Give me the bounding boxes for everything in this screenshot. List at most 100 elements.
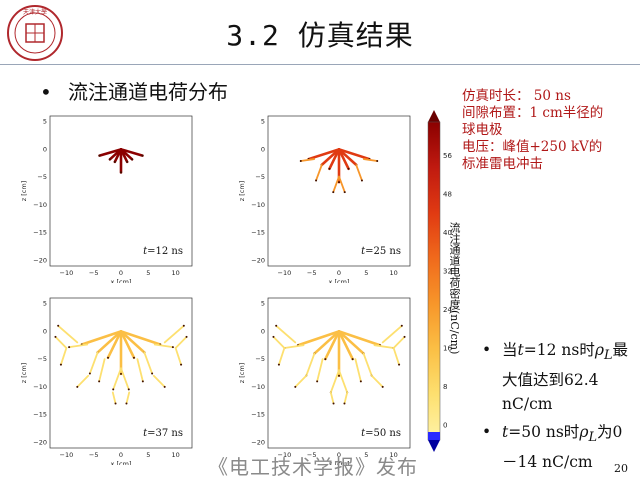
streamer-tip — [112, 388, 115, 391]
streamer-branch — [152, 374, 166, 388]
streamer-branch — [60, 347, 68, 366]
x-axis-label: x [cm] — [329, 460, 350, 465]
streamer-tip — [351, 358, 354, 361]
streamer-tip — [88, 372, 91, 375]
streamer-tip — [381, 385, 384, 388]
x-tick-label: 0 — [337, 451, 341, 459]
streamer-branch — [174, 335, 188, 349]
x-tick-label: 0 — [337, 269, 341, 277]
z-tick-label: −15 — [251, 229, 265, 237]
streamer-branch — [337, 148, 371, 161]
z-axis-label: z [cm] — [238, 181, 246, 201]
streamer-branch — [338, 175, 346, 194]
streamer-branch — [111, 391, 117, 405]
plot-frame — [49, 115, 193, 267]
panel-plot: −10 −5 0 5 10 5 0 −5 −10 −15 −20 x [cm] z [cm] — [20, 115, 193, 286]
streamer-tip — [343, 191, 346, 194]
x-tick-label: −5 — [307, 451, 317, 459]
plot-frame — [267, 115, 411, 267]
streamer-tip — [299, 160, 302, 162]
z-axis-label: z [cm] — [20, 363, 28, 383]
colorbar-tick-label: 8 — [443, 383, 447, 391]
colorbar-bottom-arrow — [428, 440, 440, 452]
info-duration: 仿真时长： 50 ns — [462, 88, 571, 104]
streamer-branch — [80, 330, 123, 346]
x-tick-label: 5 — [364, 269, 368, 277]
streamer-tip — [98, 380, 101, 383]
streamer-branch — [337, 330, 365, 355]
colorbar-low-band — [428, 432, 440, 440]
z-tick-label: 5 — [43, 118, 47, 126]
streamer-branch — [296, 330, 341, 347]
colorbar-tick-label: 48 — [443, 191, 452, 199]
page-number: 20 — [614, 462, 628, 475]
colorbar-tick-label: 56 — [443, 152, 452, 160]
streamer-tip — [294, 385, 297, 388]
streamer-branch — [337, 330, 382, 347]
x-tick-label: 10 — [389, 269, 397, 277]
streamer-tip — [127, 388, 130, 391]
streamer-branch — [305, 352, 316, 377]
streamer-branch — [98, 358, 106, 383]
streamer-branch — [328, 148, 341, 171]
info-impulse: 标准雷电冲击 — [462, 156, 543, 172]
z-tick-label: −10 — [33, 201, 47, 209]
streamer-tip — [403, 335, 406, 338]
streamer-branch — [119, 330, 146, 354]
streamer-tip — [163, 385, 166, 388]
streamer-branch — [392, 335, 406, 349]
z-tick-label: −15 — [251, 411, 265, 419]
streamer-tip — [182, 324, 185, 327]
z-tick-label: −20 — [33, 256, 47, 264]
colorbar-tick-label: 24 — [443, 306, 452, 314]
result-notes: 当t=12 ns时ρL最大值达到62.4 nC/cm t=50 ns时ρL为0－… — [476, 338, 636, 474]
x-tick-label: 5 — [364, 451, 368, 459]
z-tick-label: −20 — [251, 438, 265, 446]
streamer-tip — [114, 402, 117, 405]
streamer-branch — [136, 358, 144, 383]
streamer-tip — [343, 402, 346, 405]
x-tick-label: 5 — [146, 269, 150, 277]
z-tick-label: 0 — [261, 145, 265, 153]
streamer-tip — [120, 171, 122, 174]
streamer-tip — [108, 158, 111, 161]
streamer-branch — [329, 391, 335, 405]
streamer-branch — [320, 148, 341, 167]
streamer-branch — [313, 330, 341, 355]
z-tick-label: 0 — [261, 327, 265, 335]
streamer-tip — [131, 158, 134, 161]
streamer-branch — [125, 391, 131, 405]
streamer-branch — [163, 324, 185, 344]
z-tick-label: −10 — [251, 383, 265, 391]
streamer-branch — [119, 330, 136, 360]
streamer-branch — [373, 344, 395, 349]
colorbar-title: 流注通道电荷密度(nC/cm) — [448, 222, 461, 355]
streamer-tip — [347, 167, 350, 170]
streamer-panel-12ns: −10 −5 0 5 10 5 0 −5 −10 −15 −20 x [cm] z [cm] t=12 … — [14, 108, 199, 286]
streamer-branch — [381, 324, 403, 344]
z-tick-label: −20 — [251, 256, 265, 264]
bullet-dot-icon: • — [40, 80, 52, 104]
title-divider — [0, 64, 640, 65]
x-tick-label: −10 — [60, 269, 74, 277]
panel-time-label: t=25 ns — [359, 246, 403, 257]
streamer-tip — [324, 358, 327, 361]
z-tick-label: −5 — [255, 173, 265, 181]
streamer-branch — [316, 358, 324, 383]
x-tick-label: 0 — [119, 269, 123, 277]
streamer-branch — [392, 347, 400, 366]
streamer-branch — [143, 351, 154, 375]
streamer-tip — [400, 324, 403, 327]
streamer-channels — [299, 148, 379, 194]
streamer-branch — [315, 163, 323, 182]
streamer-tip — [107, 356, 110, 359]
streamer-tip — [315, 179, 318, 182]
streamer-branch — [54, 335, 68, 349]
streamer-branch — [68, 343, 89, 349]
streamer-tip — [338, 181, 340, 184]
streamer-tip — [272, 335, 275, 338]
streamer-tip — [59, 363, 62, 366]
streamer-tip — [332, 402, 335, 405]
z-axis-label: z [cm] — [238, 363, 246, 383]
streamer-tip — [76, 385, 79, 388]
